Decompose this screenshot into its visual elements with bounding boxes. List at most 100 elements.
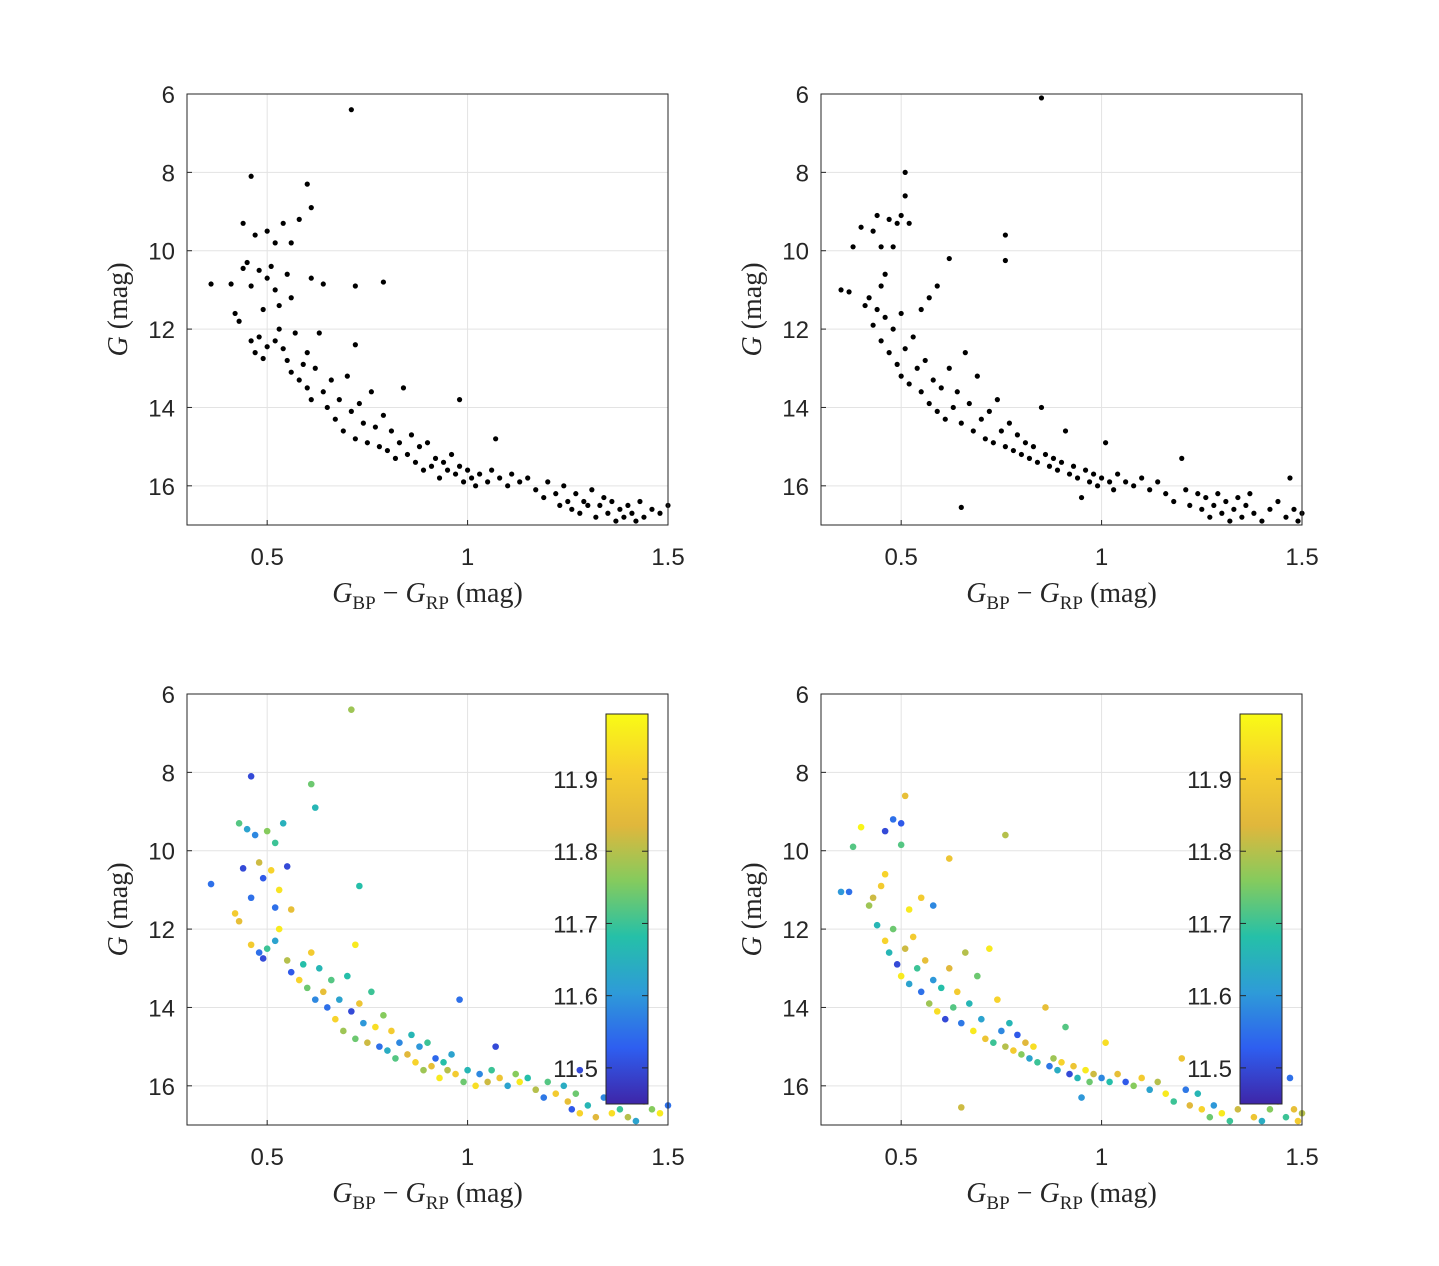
data-point: [1155, 479, 1161, 485]
data-point: [228, 281, 234, 287]
data-point: [352, 283, 358, 289]
data-point: [356, 1000, 363, 1007]
data-point: [1030, 1043, 1037, 1050]
data-point: [493, 436, 499, 442]
y-tick-label: 12: [148, 917, 175, 944]
data-point: [263, 945, 271, 952]
x-axis-label-part: G: [332, 1178, 352, 1209]
data-point: [974, 373, 980, 379]
data-point: [279, 820, 287, 827]
data-point: [304, 350, 310, 356]
data-point: [1203, 494, 1209, 501]
data-point: [344, 972, 351, 980]
data-point: [1038, 95, 1045, 101]
data-point: [376, 444, 382, 450]
x-axis-label-part: G: [405, 1178, 425, 1209]
data-point: [424, 1039, 431, 1047]
data-point: [207, 880, 215, 888]
axes-frame: [186, 693, 669, 1126]
y-tick-label: 10: [782, 239, 809, 266]
data-point: [268, 263, 274, 269]
data-point: [1211, 502, 1217, 509]
data-point: [1294, 1117, 1302, 1125]
data-point: [255, 949, 263, 956]
x-axis-label-part: (mag): [1083, 578, 1157, 609]
data-point: [573, 491, 579, 497]
data-point: [862, 302, 868, 309]
data-point: [1058, 459, 1065, 465]
data-point: [1074, 475, 1081, 481]
data-point: [878, 283, 884, 289]
data-point: [1223, 498, 1229, 505]
data-point: [902, 193, 908, 199]
data-point: [259, 955, 267, 962]
data-point: [308, 275, 314, 281]
data-point: [941, 1015, 949, 1023]
x-axis-label-part: G: [405, 578, 425, 609]
data-point: [1090, 471, 1097, 477]
data-point: [376, 1043, 383, 1050]
colorbar-tick-label: 11.5: [553, 1056, 598, 1083]
data-point: [256, 267, 262, 273]
data-point: [324, 404, 330, 411]
x-tick-label: 1: [461, 544, 474, 571]
data-point: [957, 1019, 965, 1027]
data-point: [881, 870, 889, 878]
data-point: [870, 322, 876, 328]
data-point: [1199, 506, 1205, 512]
data-point: [348, 706, 355, 713]
data-point: [1114, 1070, 1121, 1078]
y-tick-label: 8: [162, 160, 175, 187]
y-axis-label: G (mag): [103, 862, 134, 956]
data-point: [380, 412, 387, 418]
data-point: [287, 968, 295, 976]
data-point: [1062, 1023, 1069, 1031]
data-point: [1094, 483, 1101, 489]
data-point: [601, 494, 607, 501]
data-point: [1251, 510, 1257, 516]
data-point: [460, 1078, 467, 1086]
data-point: [1106, 1078, 1113, 1086]
data-point: [649, 506, 655, 512]
data-point: [352, 342, 358, 348]
data-point: [485, 479, 491, 485]
x-axis-label-part: BP: [986, 593, 1009, 614]
y-axis-label-unit: (mag): [737, 862, 768, 936]
data-point: [934, 408, 940, 414]
data-point: [533, 487, 539, 493]
data-point: [243, 825, 251, 833]
data-point: [239, 865, 247, 872]
data-point: [1086, 1078, 1093, 1086]
data-point: [633, 518, 639, 524]
data-point: [1295, 518, 1301, 524]
data-point: [456, 463, 463, 469]
data-point: [452, 1070, 459, 1078]
data-point: [352, 436, 358, 442]
data-point: [569, 506, 575, 512]
data-point: [1111, 487, 1117, 493]
data-point: [1287, 475, 1293, 481]
data-point: [311, 804, 319, 811]
data-point: [886, 350, 892, 356]
data-point: [264, 344, 270, 350]
data-point: [998, 428, 1004, 434]
data-point: [1002, 232, 1008, 238]
y-tick-label: 14: [148, 395, 175, 422]
y-tick-label: 14: [148, 995, 175, 1022]
data-point: [303, 984, 311, 992]
data-point: [328, 976, 335, 984]
y-axis-label: G (mag): [737, 862, 768, 956]
x-tick-label: 0.5: [884, 1144, 917, 1171]
data-point: [1058, 1059, 1065, 1066]
data-point: [552, 1090, 560, 1097]
data-point: [946, 255, 952, 262]
data-point: [280, 220, 286, 226]
colorbar-tick-label: 11.7: [553, 911, 598, 938]
data-point: [1086, 479, 1093, 485]
x-axis-label-part: −: [1010, 1178, 1040, 1209]
data-point: [384, 447, 391, 454]
data-point: [509, 471, 515, 477]
data-point: [315, 964, 323, 972]
data-point: [311, 996, 319, 1003]
data-point: [1050, 1055, 1057, 1062]
